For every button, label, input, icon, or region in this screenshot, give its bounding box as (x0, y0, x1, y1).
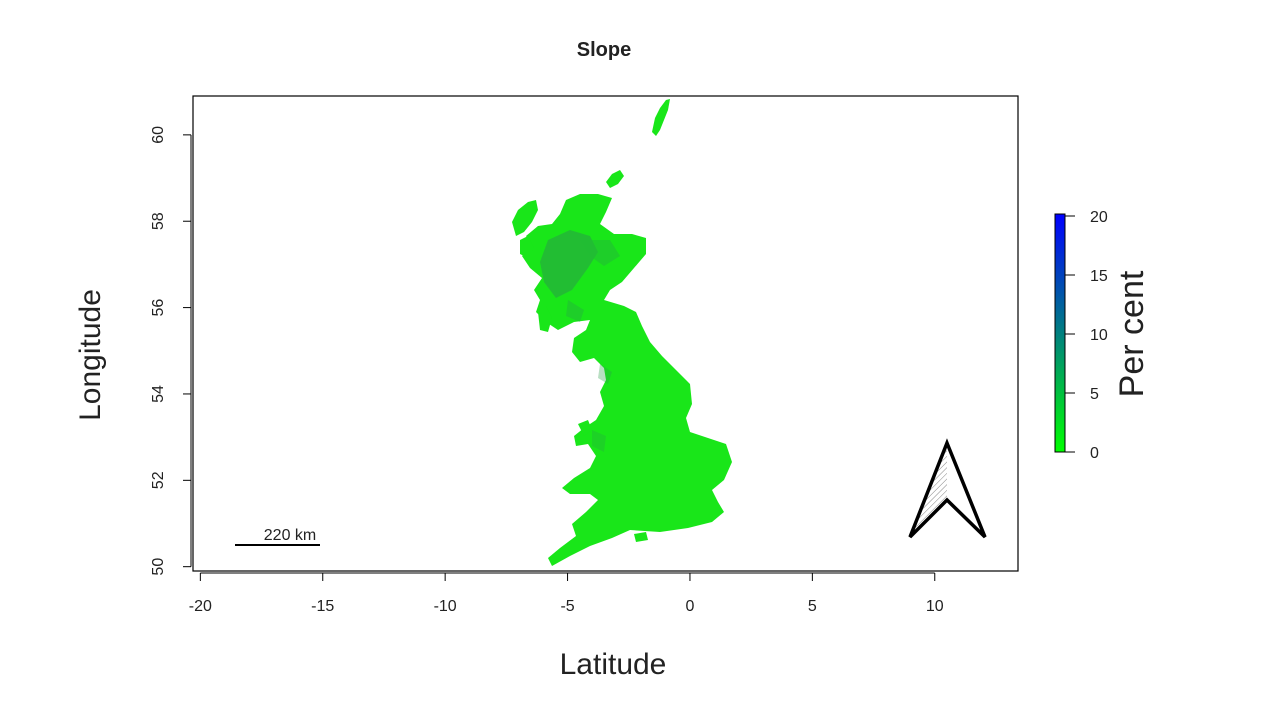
x-tick-label: -20 (189, 598, 212, 615)
scale-bar: 220 km (235, 527, 320, 546)
x-tick-label: -10 (434, 598, 457, 615)
inner-hebrides (538, 306, 552, 332)
legend: 0 5 10 15 20 Per cent (1054, 209, 1151, 462)
y-tick-label: 54 (150, 385, 167, 403)
map-title: Slope (577, 39, 631, 61)
legend-tick-label: 10 (1090, 327, 1108, 344)
y-tick-label: 50 (150, 558, 167, 576)
skye-island (520, 236, 534, 258)
legend-ticks: 0 5 10 15 20 (1065, 209, 1108, 462)
y-tick-label: 56 (150, 299, 167, 317)
x-axis-label: Latitude (560, 648, 667, 681)
x-tick-label: -15 (311, 598, 334, 615)
x-tick-label: 5 (808, 598, 817, 615)
north-arrow-icon (908, 438, 987, 539)
shetland-island (652, 99, 670, 136)
orkney-island (606, 170, 624, 188)
outer-hebrides (512, 200, 538, 236)
anglesey-island (578, 420, 592, 436)
legend-tick-label: 20 (1090, 209, 1108, 226)
y-tick-label: 58 (150, 212, 167, 230)
legend-title: Per cent (1113, 270, 1151, 397)
scale-bar-label: 220 km (264, 527, 316, 544)
y-tick-label: 52 (150, 471, 167, 489)
x-axis: -20 -15 -10 -5 0 5 10 (189, 572, 944, 615)
x-tick-label: 0 (686, 598, 695, 615)
isle-of-wight (634, 532, 648, 542)
legend-tick-label: 15 (1090, 268, 1108, 285)
mainland-britain (522, 194, 732, 566)
x-tick-label: -5 (560, 598, 574, 615)
highland-slope-texture (540, 230, 620, 452)
y-axis-label: Longitude (74, 289, 107, 421)
y-tick-label: 60 (150, 126, 167, 144)
land-raster (512, 99, 732, 566)
x-tick-label: 10 (926, 598, 944, 615)
legend-tick-label: 5 (1090, 386, 1099, 403)
legend-color-bar (1054, 213, 1066, 453)
legend-tick-label: 0 (1090, 445, 1099, 462)
y-axis: 50 52 54 56 58 60 (150, 126, 192, 576)
